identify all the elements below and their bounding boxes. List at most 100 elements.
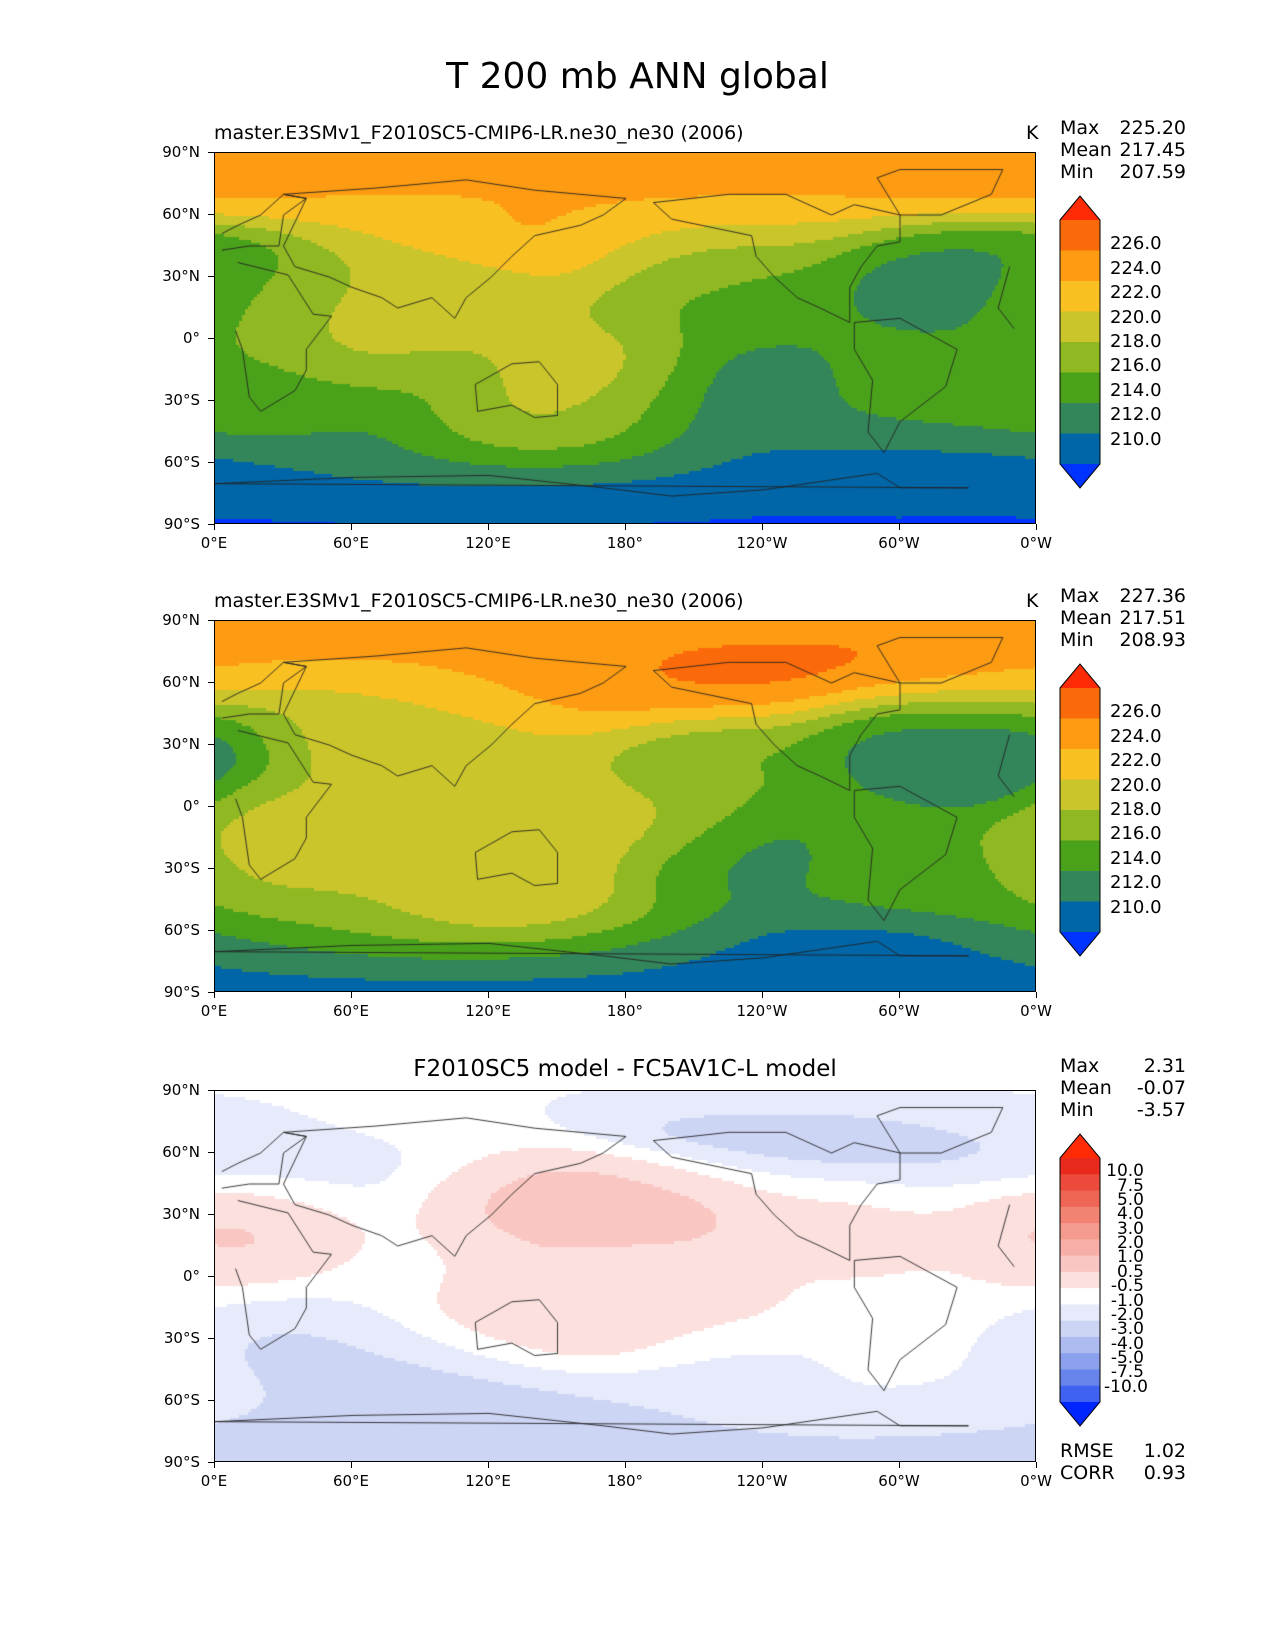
lon-tick-label: 120°E	[465, 1002, 511, 1020]
lat-tick-label: 30°N	[162, 267, 200, 285]
lon-tick-label: 120°W	[736, 1002, 788, 1020]
colorbar-segment	[1060, 403, 1100, 434]
panel-1-stats: Max 225.20 Mean 217.45 Min 207.59	[1060, 117, 1186, 183]
colorbar-tick-label: -4.0	[1110, 1333, 1144, 1354]
panel-1-map	[214, 152, 1036, 524]
lat-tick-label: 60°S	[163, 1391, 200, 1409]
colorbar-segment	[1060, 1206, 1100, 1224]
panel-1-field	[215, 153, 1035, 523]
lat-tick-mark	[208, 1276, 214, 1277]
lat-tick-mark	[208, 524, 214, 525]
lat-tick-label: 90°N	[162, 143, 200, 161]
colorbar-segment	[1060, 840, 1100, 872]
lon-tick-label: 60°W	[878, 534, 920, 552]
colorbar-tick-label: 0.5	[1116, 1261, 1144, 1282]
lat-tick-label: 90°S	[163, 1453, 200, 1471]
colorbar-tick-label: 218.0	[1110, 799, 1162, 820]
panel-1-title: master.E3SMv1_F2010SC5-CMIP6-LR.ne30_ne3…	[214, 122, 744, 144]
colorbar-tick-label: 222.0	[1110, 750, 1162, 772]
lat-tick-mark	[208, 682, 214, 683]
colorbar-tick-label: 1.0	[1116, 1247, 1144, 1268]
lat-tick-mark	[208, 744, 214, 745]
lon-tick-label: 120°W	[736, 534, 788, 552]
panel-2-colorbar	[1059, 663, 1101, 957]
panel-2-stats: Max 227.36 Mean 217.51 Min 208.93	[1060, 585, 1186, 651]
lon-tick-mark	[351, 524, 352, 530]
lat-tick-label: 90°N	[162, 611, 200, 629]
colorbar-segment	[1060, 810, 1100, 841]
panel-1-units: K	[1026, 122, 1039, 144]
lat-tick-label: 30°S	[163, 1329, 200, 1347]
colorbar-tick-label: 222.0	[1110, 282, 1162, 304]
panel-3-field	[215, 1091, 1035, 1461]
lon-tick-label: 120°W	[736, 1472, 788, 1490]
colorbar-segment	[1060, 1336, 1100, 1354]
colorbar-outline	[1059, 1133, 1101, 1427]
lat-tick-label: 30°N	[162, 735, 200, 753]
lon-tick-mark	[214, 524, 215, 530]
lon-tick-mark	[1036, 524, 1037, 530]
lon-tick-label: 60°E	[332, 1002, 370, 1020]
lat-tick-mark	[208, 338, 214, 339]
lon-tick-mark	[625, 992, 626, 998]
figure-title: T 200 mb ANN global	[446, 56, 829, 97]
lon-tick-label: 180°	[606, 1472, 644, 1490]
lon-tick-label: 120°E	[465, 534, 511, 552]
panel-2-units: K	[1026, 590, 1039, 612]
colorbar-segment	[1060, 779, 1100, 811]
lat-tick-label: 0°	[182, 1267, 200, 1285]
lat-tick-mark	[208, 1152, 214, 1153]
lon-tick-mark	[625, 1462, 626, 1468]
colorbar-tick-label: 210.0	[1110, 896, 1162, 918]
lon-tick-mark	[625, 524, 626, 530]
lat-tick-label: 0°	[182, 797, 200, 815]
colorbar-tick-label: 3.0	[1116, 1218, 1144, 1239]
lat-tick-mark	[208, 1338, 214, 1339]
colorbar-tick-label: 224.0	[1110, 257, 1162, 279]
colorbar-extend-min	[1060, 464, 1100, 488]
lon-tick-mark	[1036, 1462, 1037, 1468]
colorbar-outline	[1059, 663, 1101, 957]
colorbar-segment	[1060, 281, 1100, 312]
colorbar-segment	[1060, 1271, 1100, 1289]
lon-tick-mark	[1036, 992, 1037, 998]
colorbar-segment	[1060, 1369, 1100, 1387]
lat-tick-mark	[208, 152, 214, 153]
lon-tick-mark	[762, 1462, 763, 1468]
panel-3-stats: Max 2.31 Mean -0.07 Min -3.57	[1060, 1055, 1186, 1121]
lon-tick-mark	[899, 524, 900, 530]
lat-tick-mark	[208, 930, 214, 931]
colorbar-segment	[1060, 718, 1100, 750]
lat-tick-label: 90°S	[163, 515, 200, 533]
lat-tick-mark	[208, 868, 214, 869]
colorbar-segment	[1060, 372, 1100, 404]
lat-tick-mark	[208, 1462, 214, 1463]
lon-tick-label: 180°	[606, 534, 644, 552]
colorbar-segment	[1060, 1223, 1100, 1240]
lat-tick-label: 60°S	[163, 921, 200, 939]
lat-tick-label: 0°	[182, 329, 200, 347]
lat-tick-label: 30°S	[163, 859, 200, 877]
lon-tick-mark	[762, 524, 763, 530]
colorbar-segment	[1060, 1174, 1100, 1192]
colorbar-tick-label: 218.0	[1110, 331, 1162, 352]
lat-tick-mark	[208, 1400, 214, 1401]
colorbar-tick-label: -1.0	[1110, 1290, 1144, 1311]
lon-tick-mark	[899, 1462, 900, 1468]
colorbar-tick-label: 10.0	[1106, 1161, 1144, 1182]
lat-tick-mark	[208, 806, 214, 807]
colorbar-extend-min	[1060, 1402, 1100, 1426]
panel-3-title: F2010SC5 model - FC5AV1C-L model	[413, 1056, 837, 1082]
colorbar-extend-min	[1060, 932, 1100, 956]
colorbar-segment	[1060, 749, 1100, 780]
lon-tick-mark	[762, 992, 763, 998]
lat-tick-label: 60°N	[162, 1143, 200, 1161]
lon-tick-label: 0°W	[1020, 1002, 1052, 1020]
lon-tick-label: 0°W	[1020, 1472, 1052, 1490]
colorbar-tick-label: 5.0	[1116, 1190, 1144, 1211]
lon-tick-label: 0°E	[200, 534, 228, 552]
lon-tick-mark	[214, 992, 215, 998]
lon-tick-mark	[351, 1462, 352, 1468]
panel-1-colorbar-labels: 226.0 224.0 222.0 220.0 218.0 216.0 214.0 212.0…	[1110, 194, 1190, 490]
colorbar-tick-label: -10.0	[1104, 1376, 1148, 1397]
